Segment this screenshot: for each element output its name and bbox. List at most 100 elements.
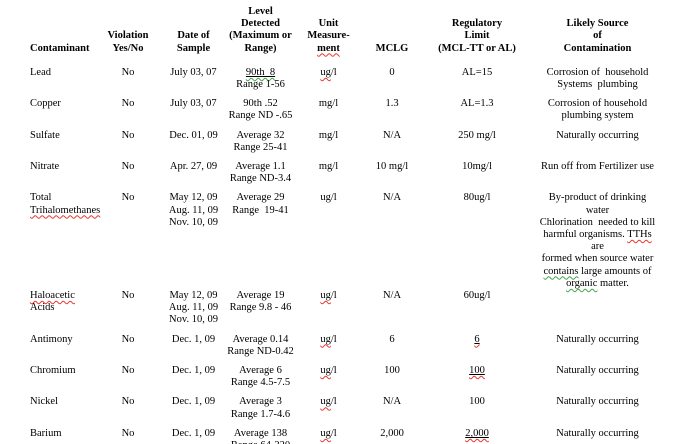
text-line: 60ug/l (422, 290, 532, 302)
cell-violation: No (95, 161, 161, 192)
text-line: Dec. 01, 09 (161, 130, 226, 142)
cell-level: 90th 8 Range 1-56 (226, 67, 295, 98)
cell-mclg: 6 (362, 334, 422, 365)
text-line: 90th .52 (226, 98, 295, 110)
text-segment: ug/l (320, 192, 337, 204)
text-segment: No (121, 290, 135, 302)
text-segment: /l (330, 396, 337, 408)
text-line: 6 (362, 334, 422, 346)
text-line: Range 4.5-7.5 (226, 377, 295, 389)
text-line: mg/l (295, 130, 362, 142)
text-segment: Naturally occurring (556, 396, 639, 408)
cell-level: Average 0.14 Range ND-0.42 (226, 334, 295, 365)
text-segment: Likely Source (566, 18, 629, 30)
text-segment: N/A (382, 396, 402, 408)
text-line: Range 64-220 (226, 440, 295, 444)
text-line: Antimony (30, 334, 95, 346)
cell-contaminant: Total Trihalomethanes (0, 192, 100, 290)
cell-source (532, 290, 700, 334)
text-segment: Dec. 1, 09 (171, 333, 216, 345)
cell-mclg: 10 mg/l (362, 161, 422, 192)
text-line: Violation (95, 30, 161, 42)
text-line: Average 32 (226, 130, 295, 142)
cell-source: Naturally occurring (532, 396, 700, 427)
text-segment: Barium (30, 427, 62, 439)
text-segment: Regulatory (451, 18, 503, 30)
text-line: Nickel (30, 396, 95, 408)
text-line: No (95, 192, 161, 204)
text-segment: 100 (469, 396, 485, 408)
text-segment: of (593, 30, 602, 42)
table-row: Nickel No Dec. 1, 09 Average 3 Range 1.7-4.6… (0, 396, 700, 427)
misspelled-text: Trihalomethanes (30, 204, 101, 216)
text-line: Limit (422, 30, 532, 42)
text-line: 1.3 (362, 98, 422, 110)
text-line: Average 6 (226, 365, 295, 377)
text-segment: Nickel (30, 396, 58, 408)
cell-date: May 12, 09 Aug. 11, 09 Nov. 10, 09 (161, 192, 226, 290)
text-segment: Average 32 (236, 129, 285, 141)
text-line: Nov. 10, 09 (161, 217, 226, 229)
cell-level: Average 19 Range 9.8 - 46 (226, 290, 295, 334)
text-line: Nitrate (30, 161, 95, 173)
text-segment: Level (248, 6, 273, 17)
text-line: 100 (422, 396, 532, 408)
cell-date: Dec. 1, 09 (161, 334, 226, 365)
text-line: ug/l (295, 396, 362, 408)
text-line: Range ND -.65 (226, 110, 295, 122)
header-cell-contaminant: Contaminant (0, 6, 95, 67)
cell-unit: ug/l (295, 67, 362, 98)
text-segment: Chromium (30, 365, 76, 377)
text-segment: N/A (382, 129, 402, 141)
text-segment: 250 mg/l (458, 129, 496, 141)
text-segment: Total (30, 192, 52, 204)
cell-mclg: N/A (362, 192, 422, 290)
text-line: Naturally occurring (537, 130, 658, 142)
text-line: of (537, 30, 658, 42)
text-line: 250 mg/l (422, 130, 532, 142)
text-line: ug/l (295, 67, 362, 79)
cell-level: Average 32 Range 25-41 (226, 130, 295, 161)
text-segment: Contamination (563, 42, 632, 54)
text-line: Date of (161, 30, 226, 42)
text-segment: Antimony (30, 333, 73, 345)
cell-unit: mg/l (295, 161, 362, 192)
text-line: Lead (30, 67, 95, 79)
header-cell-limit: Regulatory Limit (MCL-TT or AL) (422, 6, 532, 67)
table-row: Sulfate No Dec. 01, 09 Average 32 Range 25-4… (0, 130, 700, 161)
text-line: Dec. 1, 09 (161, 334, 226, 346)
text-line: Aug. 11, 09 (161, 205, 226, 217)
cell-level: Average 29 Range 19-41 (226, 192, 295, 290)
text-line: formed when source water (537, 253, 658, 265)
text-segment: /l (330, 66, 337, 78)
cell-mclg: N/A (362, 290, 422, 334)
text-segment: Naturally occurring (556, 333, 639, 345)
text-segment: Aug. 11, 09 (168, 302, 219, 314)
misspelled-text: ug (320, 333, 331, 345)
text-line: Total (30, 192, 95, 204)
text-line: Average 3 (226, 396, 295, 408)
text-line: Average 1.1 (226, 161, 295, 173)
text-line: Range 9.8 - 46 (226, 302, 295, 314)
text-segment: No (121, 129, 135, 141)
cell-mclg: 2,000 (362, 428, 422, 444)
text-segment: Sulfate (30, 129, 60, 141)
text-segment: (Maximum or (229, 30, 292, 42)
text-segment: Range 19-41 (232, 204, 289, 216)
table-row: Copper No July 03, 07 90th .52 Range ND -.65… (0, 98, 700, 129)
text-segment: Average 0.14 (232, 333, 289, 345)
text-segment: July 03, 07 (170, 98, 217, 110)
text-line: ug/l (295, 290, 362, 302)
misspelled-text: TTHs (627, 229, 652, 241)
text-segment: 10 mg/l (375, 161, 409, 173)
underlined-value: 90th 8 (246, 67, 275, 78)
text-line: organic matter. (537, 278, 658, 290)
text-segment: Dec. 1, 09 (171, 427, 216, 439)
underlined-value: 100 (469, 365, 485, 376)
cell-date: Apr. 27, 09 (161, 161, 226, 192)
header-cell-date: Date of Sample (161, 6, 226, 67)
misspelled-text: contains (543, 265, 579, 277)
text-line: Level (226, 6, 295, 18)
cell-source: Naturally occurring (532, 130, 700, 161)
cell-contaminant: Chromium (0, 365, 95, 396)
